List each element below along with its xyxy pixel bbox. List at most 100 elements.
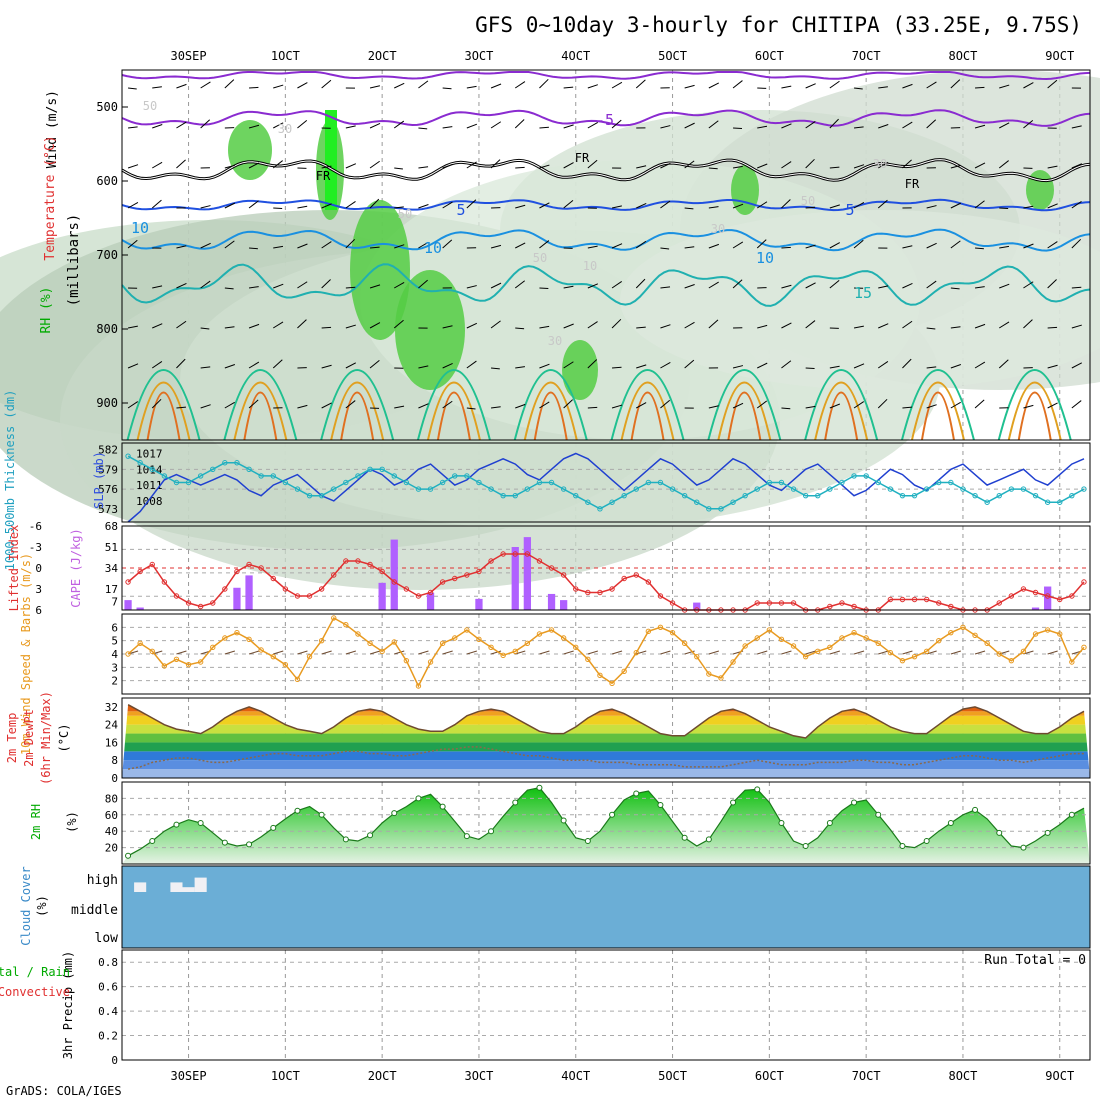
thickness-point — [718, 506, 724, 512]
ylabel-slp: SLP (mb) — [92, 451, 106, 509]
wind-barb — [297, 319, 307, 329]
wind-barb — [224, 287, 234, 290]
wind-barb — [514, 280, 526, 289]
wind-barb — [442, 126, 453, 129]
lifted-index-point — [1081, 579, 1087, 585]
wind-barb — [636, 165, 647, 169]
wind-barb — [636, 326, 646, 329]
wind-speed-point — [210, 644, 216, 651]
thickness-point — [936, 479, 942, 486]
wind-speed-point — [899, 657, 906, 664]
wind-barb — [660, 650, 671, 655]
thickness-point — [391, 473, 397, 479]
wind-barb — [950, 202, 962, 209]
chart-title: GFS 0~10day 3-hourly for CHITIPA (33.25E… — [475, 13, 1082, 37]
cloud-row-label: high — [87, 873, 118, 888]
wind-barb — [805, 650, 816, 655]
wind-barb — [975, 86, 985, 89]
rh-tick: 40 — [105, 825, 118, 838]
wind-barb — [151, 398, 162, 409]
wind-barb — [394, 82, 405, 89]
wind-barb — [708, 405, 719, 409]
wind-barb — [345, 238, 356, 249]
ylabel-total: Total / Rain — [0, 965, 70, 979]
wind-barb — [660, 125, 671, 129]
rh-high-shade — [731, 165, 759, 215]
thickness-point — [415, 486, 422, 492]
time-label-bottom: 4OCT — [561, 1069, 590, 1083]
wind-barb — [273, 122, 284, 129]
wind-barb — [805, 244, 816, 249]
wind-barb — [151, 360, 163, 369]
wind-barb — [176, 283, 187, 289]
contour-label: 30 — [711, 222, 725, 236]
wind-barb — [708, 650, 719, 655]
wind-barb — [853, 126, 864, 129]
wind-barb — [515, 204, 526, 209]
ylabel-rh2m: 2m RH — [29, 804, 43, 840]
rh-point — [875, 811, 882, 818]
wind-speed-point — [706, 671, 712, 677]
wind-barb — [805, 320, 816, 329]
wind-barb — [1023, 404, 1034, 409]
low-level-isotherm — [320, 369, 395, 441]
rh-point — [221, 839, 228, 846]
contour-label: 30 — [278, 122, 292, 136]
ylabel-cape: CAPE (J/kg) — [69, 528, 83, 607]
wind-barb — [297, 404, 308, 409]
run-total-label: Run Total = 0 — [984, 953, 1086, 968]
rh-point — [730, 799, 737, 806]
time-label-top: 5OCT — [658, 49, 687, 63]
low-level-isotherm — [910, 381, 965, 441]
wind-barb — [805, 83, 816, 89]
lifted-index-point — [657, 593, 664, 599]
cape-bar — [124, 600, 132, 610]
wind-speed-point — [1069, 659, 1075, 665]
cape-tick: 7 — [111, 595, 118, 608]
rh-point — [851, 799, 858, 806]
thickness-tick: 579 — [98, 463, 118, 476]
lifted-index-point — [125, 579, 131, 585]
isotherm-15 — [121, 263, 1091, 307]
wind-barb — [249, 247, 258, 250]
wind-speed-point — [669, 629, 676, 636]
rh-point — [681, 834, 688, 841]
wind-barb — [345, 125, 356, 129]
lifted-index-point — [911, 596, 918, 603]
wind-barb — [877, 398, 888, 409]
wind-speed-point — [754, 635, 760, 641]
wind-speed-point — [367, 640, 373, 647]
wind-barb — [393, 120, 405, 129]
slp-tick: 1008 — [136, 495, 163, 508]
wind-barb — [563, 162, 574, 169]
wind-barb — [660, 200, 671, 209]
rh-point — [391, 810, 398, 817]
rh-point — [270, 824, 277, 831]
wind-barb — [902, 245, 913, 249]
wind-barb — [829, 280, 840, 289]
wind-barb — [1047, 241, 1058, 249]
thickness-point — [911, 492, 918, 499]
cape-bar — [233, 587, 241, 610]
wind-barb — [1047, 279, 1057, 289]
cloud-row-label: middle — [71, 903, 118, 918]
wind-barb — [224, 202, 236, 209]
wind-barb — [684, 284, 695, 289]
cape-bar — [245, 575, 253, 610]
wind-barb — [950, 401, 961, 409]
lifted-index-point — [1057, 596, 1063, 603]
cloud-row-label: low — [95, 931, 119, 946]
thickness-point — [960, 486, 966, 492]
wind-barb — [321, 364, 332, 369]
time-label-bottom: 30SEP — [170, 1069, 206, 1083]
wind-barb — [151, 161, 163, 169]
rh-saturated-shade — [325, 110, 337, 210]
wind-barb — [999, 245, 1010, 249]
wind-speed-point — [996, 651, 1002, 657]
wind-barb — [950, 240, 961, 249]
panel-frame — [121, 949, 1091, 1061]
rh-area — [122, 787, 1090, 864]
thickness-point — [766, 479, 773, 486]
wind-barb — [781, 360, 792, 369]
temp-band — [122, 715, 1090, 725]
